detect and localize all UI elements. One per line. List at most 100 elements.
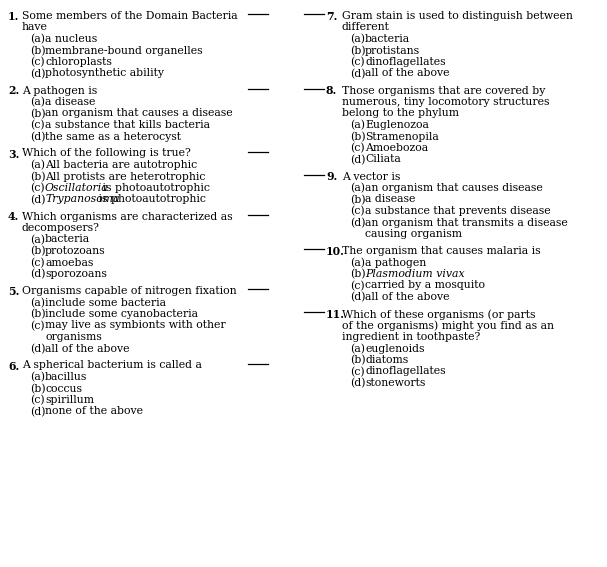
Text: (c): (c) [350, 57, 365, 67]
Text: protozoans: protozoans [45, 246, 106, 256]
Text: 5.: 5. [8, 286, 19, 297]
Text: 4.: 4. [8, 211, 19, 222]
Text: 10.: 10. [326, 246, 345, 257]
Text: (a): (a) [350, 344, 365, 354]
Text: (a): (a) [350, 120, 365, 130]
Text: All protists are heterotrophic: All protists are heterotrophic [45, 171, 205, 181]
Text: all of the above: all of the above [365, 292, 450, 302]
Text: an organism that transmits a disease: an organism that transmits a disease [365, 218, 568, 227]
Text: membrane-bound organelles: membrane-bound organelles [45, 45, 203, 56]
Text: all of the above: all of the above [45, 344, 129, 353]
Text: A spherical bacterium is called a: A spherical bacterium is called a [22, 361, 202, 370]
Text: 8.: 8. [326, 86, 337, 96]
Text: (c): (c) [30, 183, 45, 193]
Text: (a): (a) [30, 372, 45, 382]
Text: all of the above: all of the above [365, 69, 450, 78]
Text: an organism that causes a disease: an organism that causes a disease [45, 108, 232, 119]
Text: Organisms capable of nitrogen fixation: Organisms capable of nitrogen fixation [22, 286, 237, 296]
Text: (c): (c) [30, 57, 45, 67]
Text: (d): (d) [350, 154, 365, 165]
Text: a substance that kills bacteria: a substance that kills bacteria [45, 120, 210, 130]
Text: 9.: 9. [326, 171, 337, 183]
Text: diatoms: diatoms [365, 355, 409, 365]
Text: sporozoans: sporozoans [45, 269, 107, 279]
Text: stoneworts: stoneworts [365, 378, 426, 388]
Text: an organism that causes disease: an organism that causes disease [365, 183, 543, 193]
Text: 6.: 6. [8, 361, 19, 371]
Text: (d): (d) [350, 292, 365, 302]
Text: (c): (c) [350, 281, 365, 291]
Text: (a): (a) [30, 160, 45, 170]
Text: bacteria: bacteria [365, 34, 410, 44]
Text: (c): (c) [30, 257, 45, 268]
Text: 11.: 11. [326, 309, 345, 320]
Text: (d): (d) [30, 344, 46, 354]
Text: (d): (d) [30, 69, 46, 79]
Text: spirillum: spirillum [45, 395, 94, 405]
Text: (a): (a) [30, 235, 45, 245]
Text: Stramenopila: Stramenopila [365, 132, 439, 142]
Text: Amoebozoa: Amoebozoa [365, 143, 428, 153]
Text: a pathogen: a pathogen [365, 257, 426, 268]
Text: carried by a mosquito: carried by a mosquito [365, 281, 485, 290]
Text: (b): (b) [30, 309, 46, 319]
Text: is photoautotrophic: is photoautotrophic [95, 194, 206, 205]
Text: include some bacteria: include some bacteria [45, 298, 166, 307]
Text: ingredient in toothpaste?: ingredient in toothpaste? [342, 332, 480, 342]
Text: The organism that causes malaria is: The organism that causes malaria is [342, 246, 541, 256]
Text: (d): (d) [30, 194, 46, 205]
Text: (b): (b) [350, 45, 365, 56]
Text: organisms: organisms [45, 332, 102, 342]
Text: none of the above: none of the above [45, 407, 143, 417]
Text: causing organism: causing organism [365, 229, 462, 239]
Text: Which of these organisms (or parts: Which of these organisms (or parts [342, 309, 535, 320]
Text: (b): (b) [30, 246, 46, 256]
Text: (c): (c) [350, 143, 365, 153]
Text: a disease: a disease [365, 194, 415, 205]
Text: Which of the following is true?: Which of the following is true? [22, 149, 191, 159]
Text: (d): (d) [350, 218, 365, 228]
Text: dinoflagellates: dinoflagellates [365, 366, 446, 376]
Text: (c): (c) [350, 206, 365, 217]
Text: (d): (d) [350, 378, 365, 388]
Text: is photoautotrophic: is photoautotrophic [100, 183, 210, 193]
Text: Gram stain is used to distinguish between: Gram stain is used to distinguish betwee… [342, 11, 573, 21]
Text: Oscillatoria: Oscillatoria [45, 183, 109, 193]
Text: (b): (b) [30, 108, 46, 119]
Text: coccus: coccus [45, 383, 82, 393]
Text: (b): (b) [30, 383, 46, 394]
Text: protistans: protistans [365, 45, 420, 56]
Text: (b): (b) [30, 45, 46, 56]
Text: (b): (b) [30, 171, 46, 182]
Text: (d): (d) [350, 69, 365, 79]
Text: (b): (b) [350, 355, 365, 365]
Text: bacteria: bacteria [45, 235, 90, 244]
Text: a disease: a disease [45, 97, 95, 107]
Text: euglenoids: euglenoids [365, 344, 424, 353]
Text: decomposers?: decomposers? [22, 223, 100, 233]
Text: Which organisms are characterized as: Which organisms are characterized as [22, 211, 232, 222]
Text: (c): (c) [30, 120, 45, 130]
Text: the same as a heterocyst: the same as a heterocyst [45, 132, 181, 142]
Text: (c): (c) [30, 320, 45, 331]
Text: A vector is: A vector is [342, 171, 401, 181]
Text: bacillus: bacillus [45, 372, 87, 382]
Text: amoebas: amoebas [45, 257, 93, 268]
Text: dinoflagellates: dinoflagellates [365, 57, 446, 67]
Text: (a): (a) [350, 183, 365, 193]
Text: (a): (a) [350, 257, 365, 268]
Text: have: have [22, 23, 48, 32]
Text: (d): (d) [30, 407, 46, 417]
Text: (b): (b) [350, 132, 365, 142]
Text: Euglenozoa: Euglenozoa [365, 120, 429, 130]
Text: 3.: 3. [8, 149, 19, 159]
Text: (b): (b) [350, 194, 365, 205]
Text: (a): (a) [30, 34, 45, 44]
Text: A pathogen is: A pathogen is [22, 86, 97, 95]
Text: may live as symbionts with other: may live as symbionts with other [45, 320, 226, 331]
Text: chloroplasts: chloroplasts [45, 57, 112, 67]
Text: of the organisms) might you find as an: of the organisms) might you find as an [342, 320, 554, 331]
Text: belong to the phylum: belong to the phylum [342, 108, 459, 119]
Text: 1.: 1. [8, 11, 19, 22]
Text: photosynthetic ability: photosynthetic ability [45, 69, 164, 78]
